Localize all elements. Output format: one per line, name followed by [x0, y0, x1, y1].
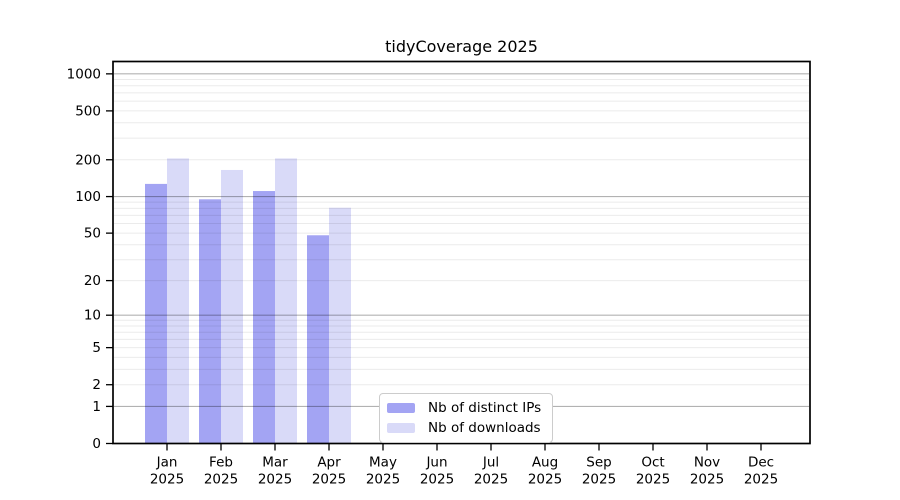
x-tick-label-month-sep-2025: Sep	[586, 455, 611, 471]
legend-label: Nb of downloads	[428, 420, 541, 436]
legend-item-downloads: Nb of downloads	[387, 420, 541, 436]
x-tick-label-year-mar-2025: 2025	[258, 472, 292, 488]
chart-title: tidyCoverage 2025	[385, 37, 538, 56]
x-tick-label-year-sep-2025: 2025	[582, 472, 616, 488]
x-tick-label-year-aug-2025: 2025	[528, 472, 562, 488]
x-tick-label-month-nov-2025: Nov	[694, 455, 720, 471]
x-tick-label-month-jan-2025: Jan	[156, 455, 178, 471]
bar-nb-of-distinct-ips-apr-2025	[307, 235, 329, 444]
y-tick-label-2: 2	[92, 377, 101, 393]
x-tick-label-month-jun-2025: Jun	[425, 455, 447, 471]
legend-swatch-distinct-ips	[387, 403, 415, 413]
x-tick-label-year-may-2025: 2025	[366, 472, 400, 488]
x-tick-label-month-jul-2025: Jul	[482, 455, 499, 471]
x-tick-label-year-oct-2025: 2025	[636, 472, 670, 488]
y-tick-label-1000: 1000	[67, 66, 101, 82]
y-tick-label-10: 10	[84, 308, 101, 324]
legend-label: Nb of distinct IPs	[428, 400, 542, 416]
x-tick-label-month-aug-2025: Aug	[532, 455, 558, 471]
legend-item-distinct-ips: Nb of distinct IPs	[387, 400, 541, 416]
plot-border	[112, 60, 811, 445]
y-tick-label-1: 1	[92, 399, 101, 415]
x-tick-label-month-apr-2025: Apr	[317, 455, 341, 471]
y-tick-label-50: 50	[84, 226, 101, 242]
legend-swatch-downloads	[387, 423, 415, 433]
x-tick-label-month-oct-2025: Oct	[641, 455, 664, 471]
bar-nb-of-downloads-jan-2025	[167, 158, 189, 444]
y-tick-label-5: 5	[92, 340, 101, 356]
legend-box: Nb of distinct IPs Nb of downloads	[379, 393, 554, 443]
x-tick-label-month-feb-2025: Feb	[209, 455, 233, 471]
bar-nb-of-downloads-mar-2025	[275, 158, 297, 444]
x-tick-label-month-mar-2025: Mar	[262, 455, 288, 471]
x-tick-label-year-jun-2025: 2025	[420, 472, 454, 488]
x-tick-label-year-apr-2025: 2025	[312, 472, 346, 488]
bar-nb-of-downloads-feb-2025	[221, 169, 243, 444]
bar-nb-of-distinct-ips-feb-2025	[199, 199, 221, 444]
y-tick-label-500: 500	[75, 103, 101, 119]
y-tick-label-200: 200	[75, 152, 101, 168]
bar-nb-of-distinct-ips-mar-2025	[253, 191, 275, 444]
bar-nb-of-downloads-apr-2025	[329, 207, 351, 444]
x-tick-label-month-dec-2025: Dec	[748, 455, 774, 471]
x-tick-label-year-dec-2025: 2025	[744, 472, 778, 488]
y-tick-label-0: 0	[92, 436, 101, 452]
x-tick-label-year-jan-2025: 2025	[150, 472, 184, 488]
bar-nb-of-distinct-ips-jan-2025	[145, 183, 167, 444]
x-tick-label-year-jul-2025: 2025	[474, 472, 508, 488]
x-tick-label-year-feb-2025: 2025	[204, 472, 238, 488]
y-tick-label-20: 20	[84, 273, 101, 289]
y-tick-label-100: 100	[75, 189, 101, 205]
x-tick-label-month-may-2025: May	[369, 455, 397, 471]
x-tick-label-year-nov-2025: 2025	[690, 472, 724, 488]
